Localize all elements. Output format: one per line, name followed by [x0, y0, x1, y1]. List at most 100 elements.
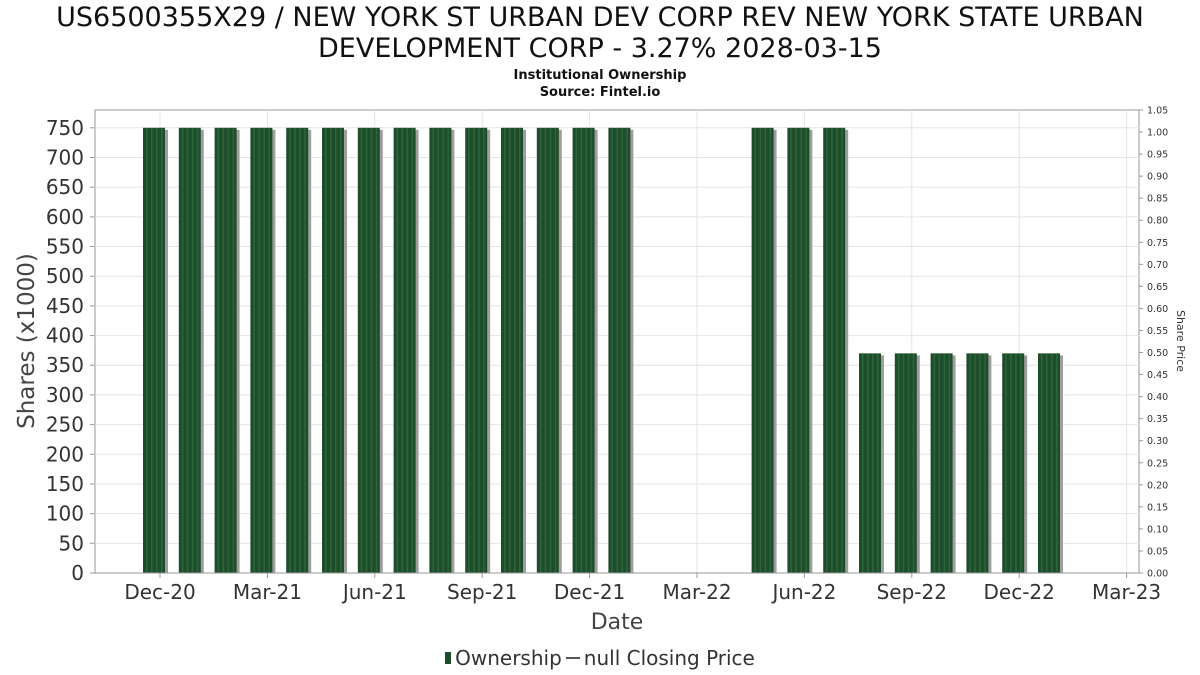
y2-tick-label: 1.00 — [1147, 128, 1168, 139]
y2-tick-label: 0.40 — [1147, 392, 1168, 403]
y2-tick-label: 0.55 — [1147, 326, 1168, 337]
legend-ownership-swatch — [445, 652, 452, 664]
bar-stripe — [575, 127, 578, 574]
bar-stripe — [375, 127, 378, 574]
bar — [823, 127, 846, 574]
y-tick-label: 0 — [71, 561, 84, 585]
bar — [572, 127, 595, 574]
bar-stripe — [759, 127, 762, 574]
bar-stripe — [360, 127, 363, 574]
bar-stripe — [912, 353, 915, 573]
bar-stripe — [974, 353, 976, 573]
bar-stripe — [156, 127, 158, 574]
x-tick-label: Mar-21 — [233, 580, 302, 604]
bar-stripe — [1005, 353, 1007, 573]
bar — [966, 353, 989, 573]
y-tick-label: 600 — [46, 205, 84, 229]
bar-stripe — [585, 127, 588, 574]
bar-stripe — [1015, 353, 1017, 573]
y2-tick-label: 0.90 — [1147, 172, 1168, 183]
bar-stripe — [1051, 353, 1053, 573]
bar-stripe — [268, 127, 270, 574]
y2-tick-label: 0.85 — [1147, 194, 1168, 205]
x-tick-label: Dec-21 — [554, 580, 625, 604]
y-tick-label: 400 — [46, 324, 84, 348]
bar-stripe — [907, 353, 910, 573]
bar-stripe — [626, 127, 628, 574]
legend-ownership-label: Ownership — [455, 646, 562, 670]
bar-stripe — [335, 127, 337, 574]
x-tick-label: Jun-21 — [341, 580, 407, 604]
bar-stripe — [790, 127, 792, 574]
bar-stripe — [468, 127, 470, 574]
bar-stripe — [161, 127, 163, 574]
y2-tick-label: 0.00 — [1147, 569, 1168, 580]
y2-tick-label: 0.20 — [1147, 480, 1168, 491]
y-tick-label: 300 — [46, 383, 84, 407]
y-tick-label: 100 — [46, 502, 84, 526]
bar-stripe — [933, 353, 936, 573]
bar — [250, 127, 273, 574]
bar-stripe — [432, 127, 434, 574]
bar-stripe — [442, 127, 444, 574]
bar-stripe — [151, 127, 153, 574]
bar-stripe — [580, 127, 583, 574]
bar-stripe — [396, 127, 399, 574]
bar-stripe — [621, 127, 623, 574]
bar-stripe — [611, 127, 613, 574]
bar-stripe — [826, 127, 828, 574]
bar-stripe — [836, 127, 838, 574]
y2-tick-label: 0.95 — [1147, 150, 1168, 161]
y-tick-label: 750 — [46, 116, 84, 140]
y-axis-title: Shares (x1000) — [14, 253, 40, 429]
bar-stripe — [411, 127, 414, 574]
y-tick-label: 50 — [59, 531, 84, 555]
chart-subtitle: Institutional Ownership — [513, 68, 687, 83]
bar — [1002, 353, 1025, 573]
bar-stripe — [948, 353, 951, 573]
bar-stripe — [289, 127, 291, 574]
bar-stripe — [447, 127, 449, 574]
legend-price-label: null Closing Price — [583, 646, 755, 670]
bar-stripe — [805, 127, 807, 574]
bar-stripe — [514, 127, 516, 574]
bar-stripe — [473, 127, 475, 574]
bar-stripe — [554, 127, 557, 574]
y2-tick-label: 1.05 — [1147, 106, 1168, 117]
bar — [286, 127, 309, 574]
y-tick-label: 150 — [46, 472, 84, 496]
x-tick-label: Jun-22 — [770, 580, 836, 604]
bar — [787, 127, 810, 574]
bar-stripe — [299, 127, 301, 574]
x-tick-label: Mar-22 — [662, 580, 731, 604]
y-tick-label: 350 — [46, 353, 84, 377]
bar-stripe — [764, 127, 767, 574]
y2-tick-label: 0.70 — [1147, 260, 1168, 271]
y2-axis: 0.00 0.05 0.10 0.15 0.20 0.25 0.30 0.35 0.40 0.45… — [1139, 106, 1168, 580]
bar — [178, 127, 201, 574]
bar — [214, 127, 237, 574]
bar-stripe — [1046, 353, 1048, 573]
bar-stripe — [544, 127, 547, 574]
bar-stripe — [258, 127, 260, 574]
bar — [859, 353, 881, 573]
bar — [608, 127, 631, 574]
bar-stripe — [146, 127, 148, 574]
bar-stripe — [519, 127, 521, 574]
bar-stripe — [370, 127, 373, 574]
bar-stripe — [769, 127, 772, 574]
bar — [894, 353, 917, 573]
bar-stripe — [304, 127, 306, 574]
bar-stripe — [877, 353, 879, 573]
y2-tick-label: 0.65 — [1147, 282, 1168, 293]
bar — [357, 127, 380, 574]
bar-stripe — [841, 127, 843, 574]
bar — [465, 127, 488, 574]
bar-stripe — [969, 353, 971, 573]
y-axis: 0 50 100 150 200 250 300 350 400 450 500 550 600 650 7… — [46, 116, 95, 585]
bar-stripe — [196, 127, 199, 574]
bar-stripe — [831, 127, 833, 574]
bar-stripe — [590, 127, 593, 574]
bar-stripe — [549, 127, 552, 574]
